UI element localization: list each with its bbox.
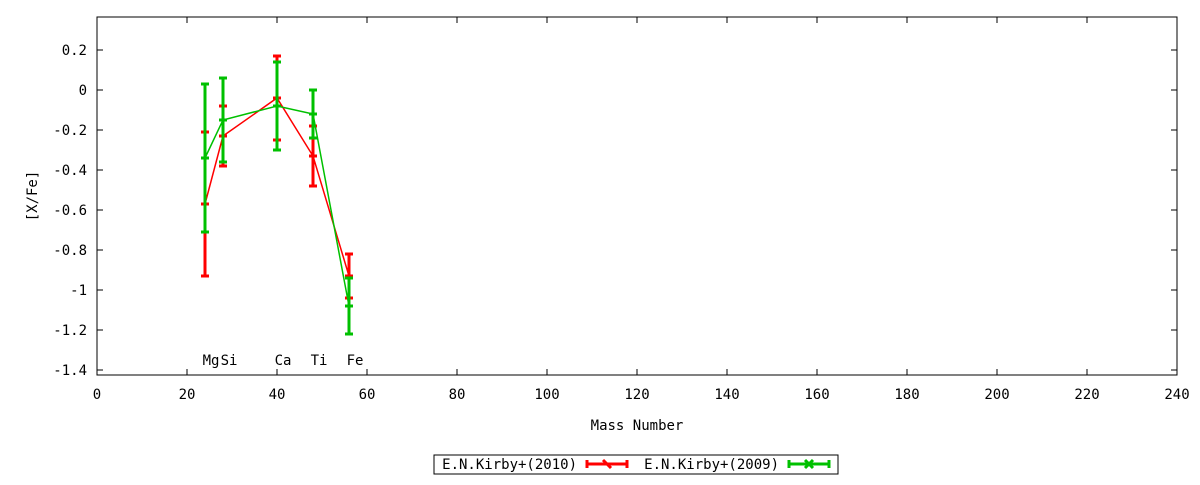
error-bar — [219, 76, 227, 164]
axes: 0 20 40 60 80 100 120 140 160 180 200 220 240 0.2 0 -0.… — [53, 17, 1190, 403]
element-label-fe: Fe — [347, 353, 364, 369]
series-1 — [201, 60, 353, 336]
x-tick-label: 80 — [449, 387, 466, 403]
x-tick-label: 0 — [93, 387, 101, 403]
error-bar — [201, 82, 209, 234]
y-tick-label: -1 — [70, 283, 87, 299]
legend-box — [433, 454, 839, 475]
legend-marker — [803, 458, 815, 470]
x-tick-label: 220 — [1074, 387, 1099, 403]
y-tick-label: 0.2 — [62, 43, 87, 59]
x-tick-label: 140 — [714, 387, 739, 403]
legend: E.N.Kirby+(2010) E.N.Kirby+(2009) — [433, 454, 839, 475]
legend-label-2009: E.N.Kirby+(2009) — [644, 457, 779, 473]
element-label-ti: Ti — [311, 353, 328, 369]
error-bar — [345, 276, 353, 336]
x-tick-label: 200 — [984, 387, 1009, 403]
legend-swatch-2010 — [585, 458, 629, 470]
x-tick-label: 60 — [359, 387, 376, 403]
error-bar — [309, 88, 317, 140]
error-bar — [273, 60, 281, 152]
element-label-mg: Mg — [203, 353, 220, 369]
element-label-si: Si — [221, 353, 238, 369]
element-labels: Mg Si Ca Ti Fe — [203, 353, 364, 369]
x-tick-label: 120 — [624, 387, 649, 403]
y-tick-label: 0 — [79, 83, 87, 99]
y-tick-label: -1.2 — [53, 323, 87, 339]
y-tick-label: -0.2 — [53, 123, 87, 139]
y-tick-label: -0.4 — [53, 163, 87, 179]
x-tick-label: 100 — [534, 387, 559, 403]
y-tick-label: -1.4 — [53, 363, 87, 379]
series-group — [201, 54, 353, 336]
y-axis-label: [X/Fe] — [25, 171, 41, 222]
y-tick-label: -0.8 — [53, 243, 87, 259]
legend-swatch-2009 — [787, 458, 831, 470]
legend-marker — [601, 458, 613, 470]
y-tick-label: -0.6 — [53, 203, 87, 219]
x-tick-label: 40 — [269, 387, 286, 403]
x-tick-label: 180 — [894, 387, 919, 403]
legend-label-2010: E.N.Kirby+(2010) — [442, 457, 577, 473]
plot-frame — [96, 16, 1178, 376]
x-tick-label: 20 — [179, 387, 196, 403]
x-tick-label: 240 — [1164, 387, 1189, 403]
x-axis-label: Mass Number — [591, 418, 684, 434]
x-tick-label: 160 — [804, 387, 829, 403]
element-label-ca: Ca — [275, 353, 292, 369]
